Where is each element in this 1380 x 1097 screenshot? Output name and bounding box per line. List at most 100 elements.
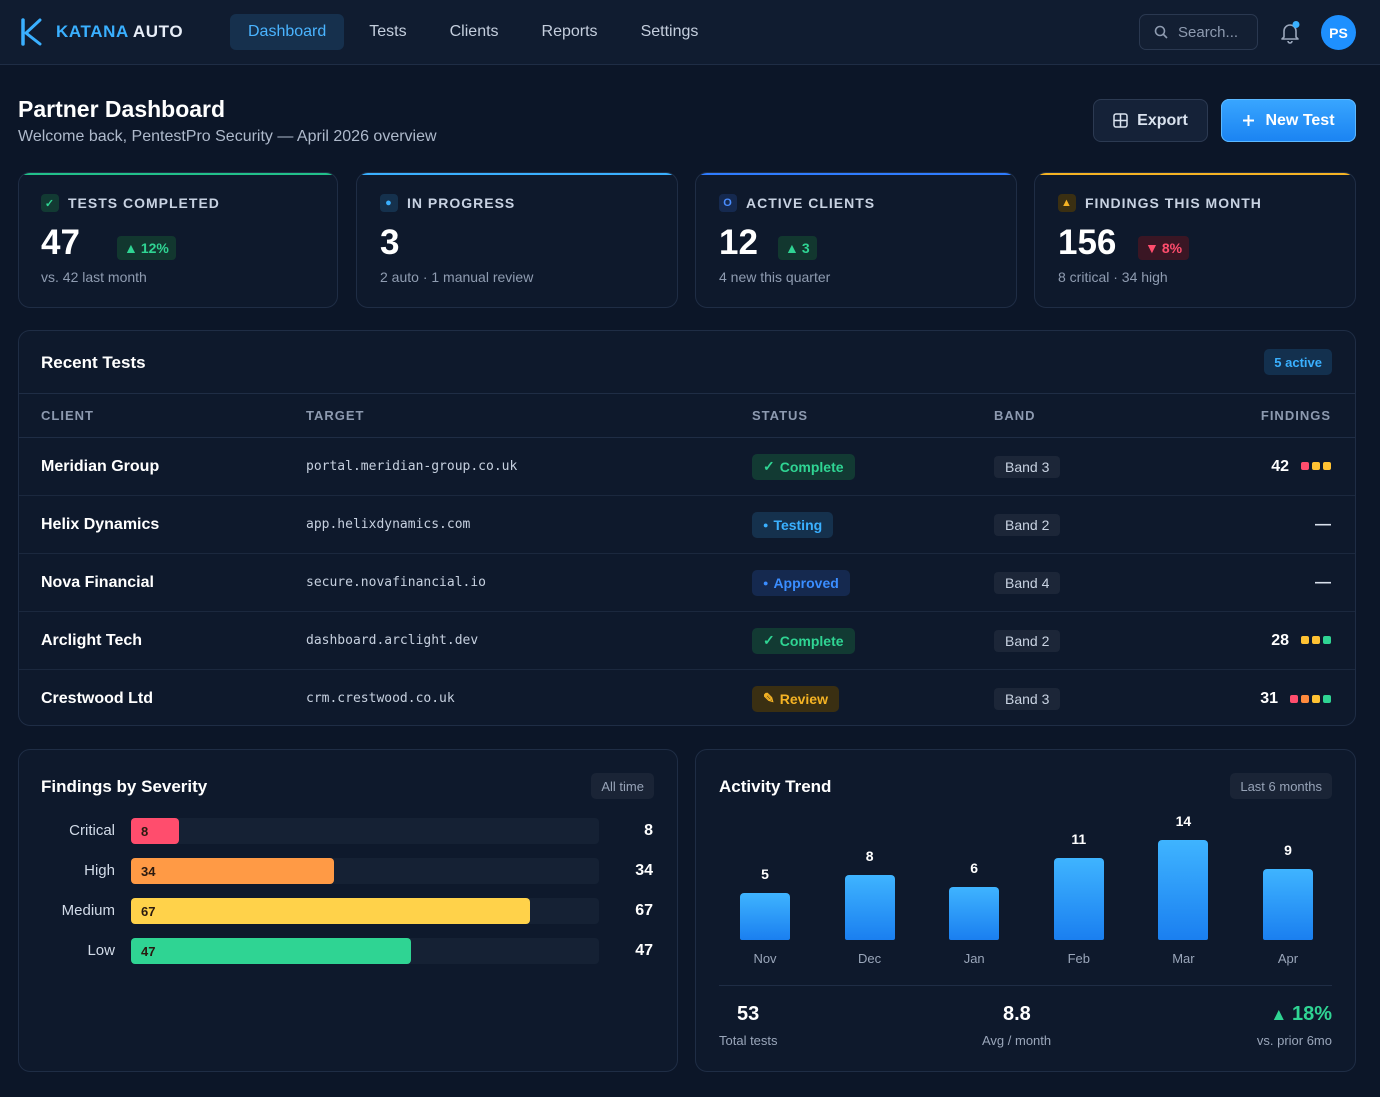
user-avatar[interactable]: PS [1321, 15, 1356, 50]
band-cell: Band 3 [994, 670, 1214, 728]
activity-trend-panel: Activity Trend Last 6 months 5 Nov 8 Dec 6 Ja… [695, 749, 1356, 1072]
top-bar: KATANA AUTO Dashboard Tests Clients Repo… [0, 0, 1380, 65]
status-badge: ● Approved [752, 569, 850, 596]
nav-settings[interactable]: Settings [640, 23, 699, 40]
bar-category-label: Dec [858, 951, 882, 966]
client-name: Nova Financial [19, 553, 306, 612]
severity-label: Medium [61, 902, 115, 919]
severity-label: Low [87, 942, 115, 959]
dot-icon: ● [763, 577, 769, 588]
up-arrow-icon: ▲ [124, 240, 138, 256]
main-nav: Dashboard Tests Clients Reports Settings [230, 14, 716, 50]
status-cell: ✓ Complete [752, 437, 994, 496]
severity-row-medium: Medium 67 67 [19, 898, 675, 924]
nav-clients[interactable]: Clients [449, 23, 499, 40]
card-accent-line [357, 173, 677, 175]
client-name: Crestwood Ltd [41, 689, 153, 707]
findings-cell: 42 [1214, 437, 1355, 496]
activity-bar-mar[interactable] [1158, 840, 1209, 940]
activity-bar-jan[interactable] [949, 886, 1000, 940]
status-badge: ✎ Review [752, 685, 839, 712]
severity-dot [1323, 462, 1331, 471]
bar-value-label: 6 [970, 859, 979, 876]
severity-track: 67 [131, 898, 599, 924]
table-row[interactable]: Helix Dynamics app.helixdynamics.com ● Te… [19, 495, 1355, 554]
nav-reports[interactable]: Reports [541, 23, 598, 40]
severity-dot [1323, 694, 1331, 703]
total-tests-label: Total tests [719, 1033, 778, 1048]
stat-delta-up: ▲ 3 [778, 236, 817, 260]
bar-category-label: Apr [1277, 951, 1299, 966]
stat-label: ● IN PROGRESS [380, 194, 515, 212]
table-row[interactable]: Meridian Group portal.meridian-group.co.… [19, 437, 1355, 496]
severity-dot [1290, 694, 1298, 703]
table-row[interactable]: Nova Financial secure.novafinancial.io ●… [19, 553, 1355, 612]
dot-icon: ● [380, 194, 398, 212]
table-row[interactable]: Arclight Tech dashboard.arclight.dev ✓ Co… [19, 611, 1355, 670]
col-band[interactable]: BAND [994, 393, 1214, 438]
all-time-badge[interactable]: All time [591, 773, 654, 799]
table-icon [1113, 113, 1128, 128]
severity-dot [1312, 636, 1320, 645]
severity-row-low: Low 47 47 [19, 938, 675, 964]
severity-dot [1312, 462, 1320, 471]
severity-value: 67 [635, 902, 653, 919]
nav-tests[interactable]: Tests [369, 23, 407, 40]
brand-logo[interactable]: KATANA AUTO [20, 18, 183, 46]
table-row[interactable]: Crestwood Ltd crm.crestwood.co.uk ✎ Revie… [19, 670, 1355, 728]
activity-bar-dec[interactable] [844, 875, 895, 940]
recent-tests-title: Recent Tests [41, 353, 146, 372]
severity-value: 8 [644, 822, 653, 839]
findings-cell: — [1214, 495, 1355, 554]
col-status[interactable]: STATUS [752, 393, 994, 438]
client-name: Meridian Group [19, 437, 306, 496]
recent-tests-panel: Recent Tests 5 active CLIENT TARGET STAT… [18, 330, 1356, 726]
severity-value: 47 [635, 942, 653, 959]
card-accent-line [19, 173, 337, 175]
severity-track: 8 [131, 818, 599, 844]
status-badge: ✓ Complete [752, 453, 855, 480]
status-badge: ● Testing [752, 511, 834, 538]
status-badge: ✓ Complete [752, 627, 855, 654]
page-subtitle: Welcome back, PentestPro Security — Apri… [18, 128, 437, 145]
total-tests-value: 53 [737, 1003, 760, 1025]
activity-bar-feb[interactable] [1053, 857, 1104, 940]
activity-trend-title: Activity Trend [719, 777, 832, 796]
search-input[interactable]: Search... [1139, 14, 1258, 50]
band-badge: Band 2 [994, 629, 1061, 652]
stat-value: 12 [719, 223, 758, 262]
severity-row-high: High 34 34 [19, 858, 675, 884]
active-count-badge: 5 active [1264, 349, 1332, 375]
col-findings[interactable]: FINDINGS [1214, 393, 1355, 438]
stat-card-tests-completed: ✓ TESTS COMPLETED 47 ▲ 12% vs. 42 last mo… [18, 172, 338, 308]
band-cell: Band 4 [994, 553, 1214, 612]
col-client[interactable]: CLIENT [19, 393, 306, 438]
growth-value: ▲ 18% [1270, 1003, 1332, 1025]
export-button[interactable]: Export [1093, 99, 1208, 142]
new-test-button[interactable]: New Test [1221, 99, 1356, 142]
client-name: Arclight Tech [19, 611, 306, 670]
bar-value-label: 8 [865, 848, 874, 865]
activity-bar-nov[interactable] [740, 892, 790, 940]
band-badge: Band 2 [994, 513, 1061, 536]
severity-label: Critical [69, 822, 115, 839]
export-label: Export [1137, 111, 1188, 129]
bar-value-label: 14 [1175, 813, 1192, 830]
stat-value: 47 [41, 223, 80, 262]
nav-dashboard[interactable]: Dashboard [230, 14, 345, 50]
target-url: dashboard.arclight.dev [306, 611, 752, 670]
col-target[interactable]: TARGET [306, 393, 752, 438]
notification-bell-icon[interactable] [1278, 20, 1302, 44]
stat-label: ✓ TESTS COMPLETED [41, 194, 220, 212]
stat-value: 156 [1058, 223, 1117, 262]
band-cell: Band 3 [994, 437, 1214, 496]
avg-month-value: 8.8 [1003, 1003, 1031, 1025]
severity-bar: 47 [131, 938, 412, 964]
plus-icon [1243, 115, 1255, 126]
severity-bar: 34 [131, 858, 334, 884]
activity-bar-apr[interactable] [1263, 869, 1313, 940]
severity-label: High [84, 862, 115, 879]
page-title: Partner Dashboard [18, 96, 226, 122]
severity-dots [1301, 636, 1331, 645]
period-badge[interactable]: Last 6 months [1230, 773, 1332, 799]
